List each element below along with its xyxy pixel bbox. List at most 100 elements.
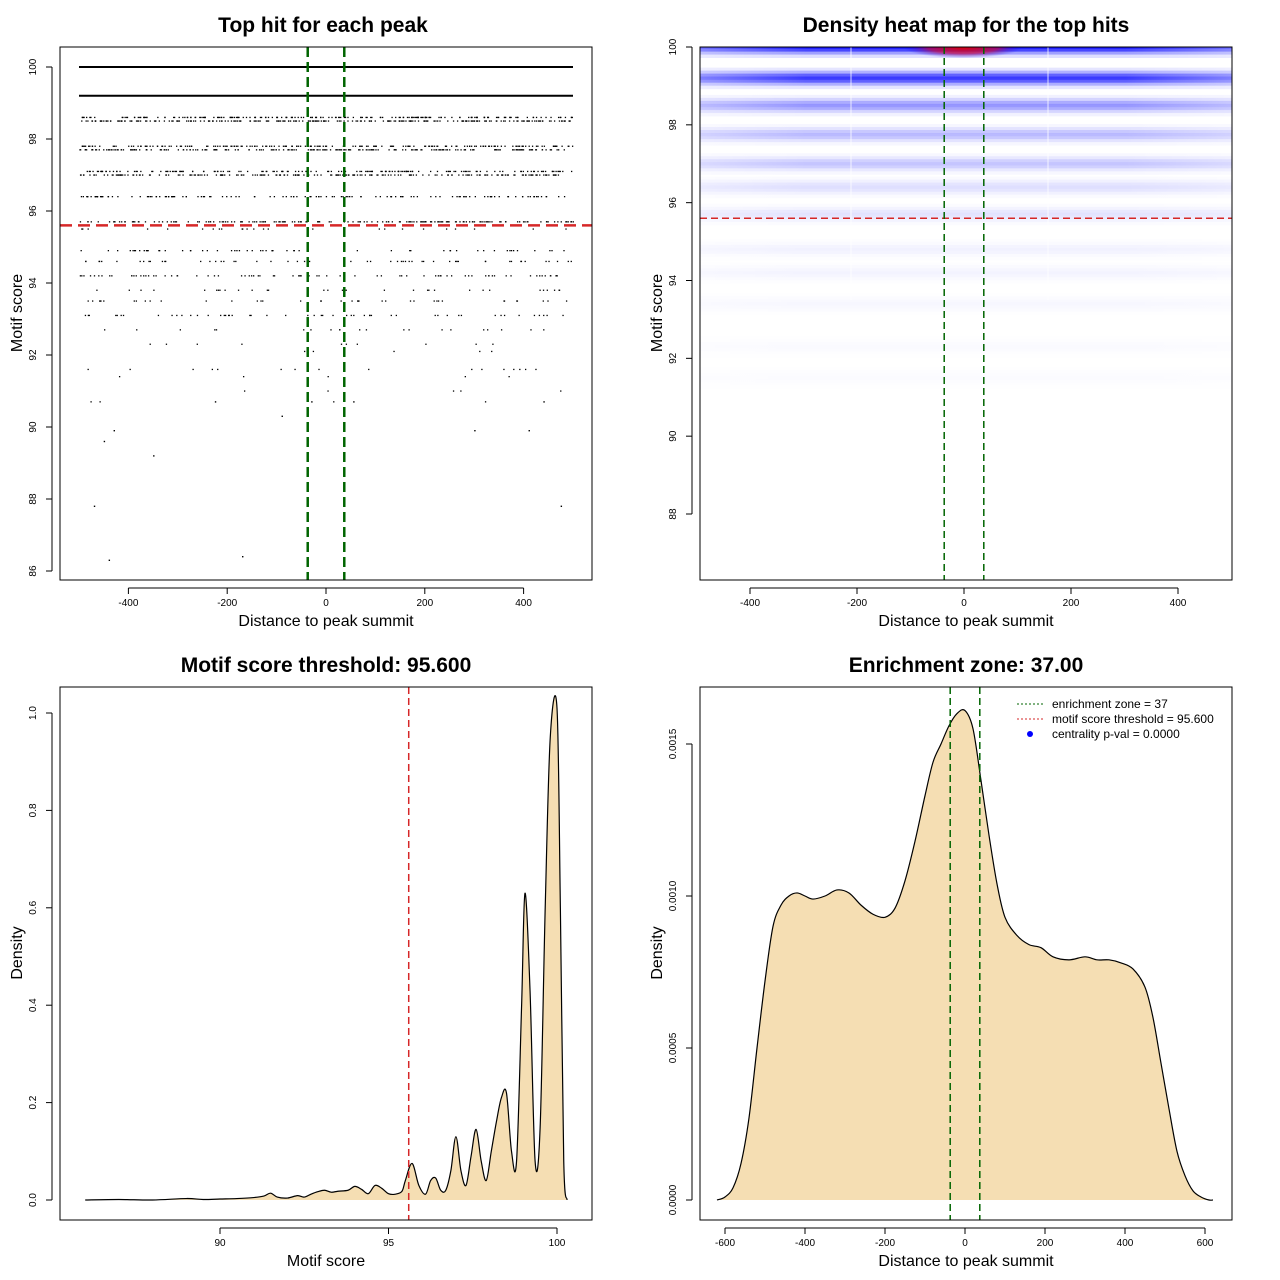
scatter-point (488, 145, 490, 147)
scatter-point (232, 116, 234, 119)
legend-pval-dot (1027, 731, 1033, 737)
scatter-point (453, 170, 455, 173)
scatter-point (265, 170, 267, 173)
scatter-point (565, 221, 567, 223)
scatter-point (352, 116, 355, 119)
scatter-point (173, 221, 175, 223)
scatter-point (340, 149, 343, 151)
scatter-point (493, 275, 496, 277)
scatter-point (206, 149, 208, 151)
scatter-point (278, 120, 280, 122)
scatter-point (480, 221, 482, 223)
scatter-point (324, 120, 326, 122)
scatter-point (424, 145, 426, 147)
scatter-point (101, 275, 103, 277)
scatter-point (538, 120, 541, 122)
scatter-point (490, 145, 493, 147)
scatter-point (133, 275, 135, 277)
scatter-point (118, 221, 121, 223)
scatter-point (530, 329, 532, 331)
scatter-point (215, 120, 218, 122)
scatter-point (278, 174, 281, 176)
scatter-point (516, 221, 519, 223)
scatter-point (508, 120, 511, 122)
scatter-point (535, 149, 537, 151)
scatter-point (187, 116, 189, 119)
scatter-point (547, 300, 549, 302)
scatter-point (215, 329, 218, 331)
scatter-point (160, 300, 162, 302)
scatter-point (557, 170, 559, 173)
scatter-point (98, 260, 100, 263)
scatter-point (339, 174, 341, 176)
scatter-point (381, 170, 383, 173)
scatter-point (393, 350, 395, 353)
scatter-point (401, 228, 404, 230)
scatter-point (146, 116, 148, 119)
scatter-point (525, 174, 527, 176)
scatter-point (136, 329, 138, 331)
scatter-point (212, 228, 214, 230)
scatter-point (485, 120, 487, 122)
scatter-point (387, 174, 390, 176)
scatter-point (217, 368, 219, 371)
scatter-point (394, 120, 397, 122)
scatter-point (503, 368, 505, 371)
scatter-point (141, 174, 144, 176)
scatter-point (497, 174, 499, 176)
scatter-point (359, 221, 362, 223)
scatter-point (493, 196, 496, 198)
scatter-point (454, 170, 457, 173)
scatter-point (522, 149, 525, 151)
scatter-point (410, 196, 412, 198)
scatter-point (330, 221, 332, 223)
scatter-point (184, 116, 186, 119)
scatter-point (545, 196, 548, 198)
scatter-point (135, 275, 137, 277)
scatter-point (435, 275, 437, 277)
scatter-point (161, 145, 164, 147)
scatter-point (528, 149, 531, 151)
scatter-point (188, 145, 191, 147)
scatter-point (522, 221, 525, 223)
scatter-point (224, 314, 227, 317)
scatter-point (432, 260, 435, 263)
scatter-point (150, 149, 152, 151)
scatter-point (95, 174, 97, 176)
scatter-point (385, 170, 387, 173)
scatter-point (373, 149, 375, 151)
scatter-point (482, 145, 484, 147)
position-density-x-tick-label: -400 (795, 1238, 815, 1249)
scatter-point (559, 170, 561, 173)
scatter-point (132, 145, 135, 147)
scatter-point (228, 170, 231, 173)
scatter-point (98, 275, 100, 277)
score-density-y-tick-label: 0.2 (28, 1095, 39, 1109)
scatter-point (112, 170, 115, 173)
scatter-point (515, 145, 517, 147)
scatter-point (470, 120, 472, 122)
scatter-point (465, 170, 467, 173)
scatter-point (130, 149, 133, 151)
scatter-point (426, 116, 428, 119)
scatter-point (213, 170, 215, 173)
scatter-point (341, 289, 344, 291)
scatter-point (117, 174, 119, 176)
scatter-point (554, 145, 556, 147)
scatter-point (518, 145, 520, 147)
scatter-point (227, 149, 230, 151)
scatter-point (151, 196, 153, 198)
scatter-point (527, 120, 530, 122)
scatter-point (430, 196, 432, 198)
scatter-point (139, 149, 141, 151)
scatter-point (297, 145, 300, 147)
scatter-point (199, 120, 202, 122)
scatter-point (235, 260, 237, 263)
scatter-point (516, 145, 518, 147)
scatter-point (377, 149, 379, 151)
position-density-x-tick-label: 600 (1197, 1238, 1214, 1249)
scatter-point (223, 116, 225, 119)
scatter-point (261, 174, 263, 176)
scatter-point (152, 170, 154, 173)
scatter-point (266, 145, 268, 147)
